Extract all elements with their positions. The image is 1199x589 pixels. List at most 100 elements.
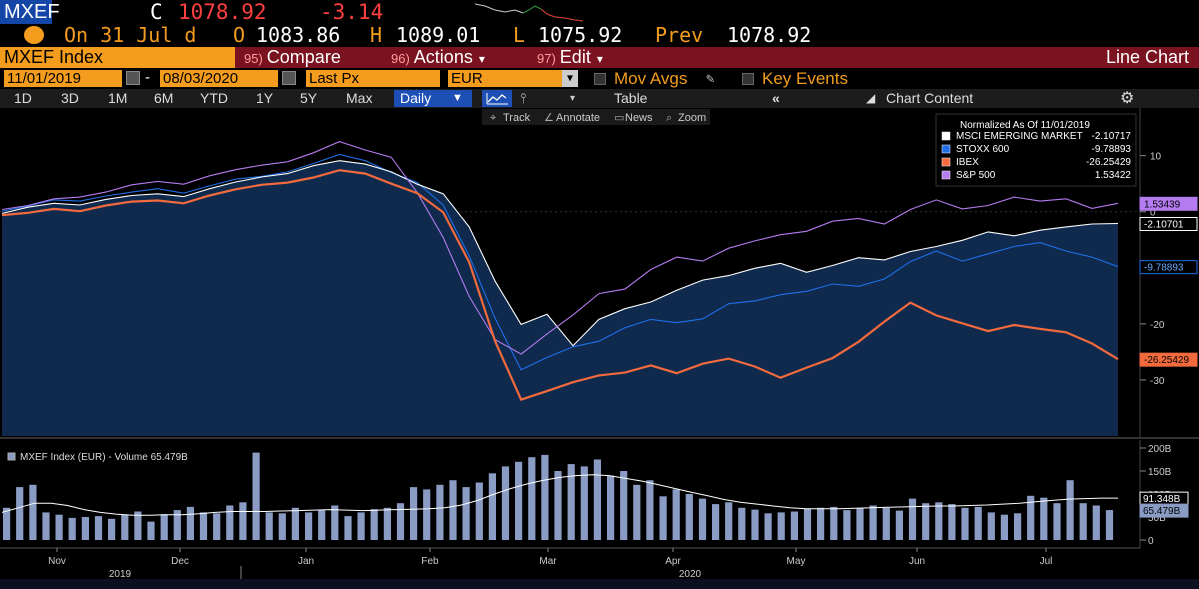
ohlc-row: On 31 Jul d O 1083.86 H 1089.01 L 1075.9… (0, 24, 1199, 46)
volume-bar (1014, 513, 1022, 540)
series-line-stoxx-600 (1, 153, 1119, 371)
volume-bar (672, 489, 680, 540)
actions-button[interactable]: 96) Actions ▾ (387, 47, 527, 68)
start-date-field[interactable]: 11/01/2019 (4, 70, 122, 87)
volume-bar (1066, 480, 1074, 540)
field-selector[interactable]: Last Px (306, 70, 440, 87)
volume-bar (3, 507, 11, 540)
volume-end-label-value: 65.479B (1143, 506, 1181, 517)
chart-scrollbar[interactable] (0, 579, 1199, 589)
chart-type-dropdown-icon[interactable]: ▾ (570, 93, 576, 104)
legend-swatch (941, 144, 951, 154)
volume-bar (501, 466, 510, 540)
x-tick-label: Feb (421, 556, 439, 567)
table-button[interactable]: Table (614, 90, 648, 106)
volume-bar (383, 507, 391, 540)
volume-bar (843, 510, 851, 540)
line-chart-icon[interactable] (482, 90, 512, 107)
volume-bar (1000, 514, 1008, 540)
high-label: H (370, 23, 383, 47)
frequency-selector[interactable]: Daily ▼ (394, 90, 472, 107)
calendar-icon[interactable] (282, 71, 296, 85)
volume-bar (410, 487, 418, 540)
volume-bar (396, 503, 405, 540)
end-date-field[interactable]: 08/03/2020 (160, 70, 278, 87)
volume-end-label-box (1139, 503, 1189, 518)
range-1d[interactable]: 1D (14, 90, 32, 106)
actions-label: Actions (413, 47, 473, 67)
volume-bar (698, 498, 707, 540)
volume-bar (580, 466, 588, 540)
volume-bar (948, 504, 956, 540)
volume-bar (1105, 510, 1114, 540)
volume-bar (922, 503, 930, 540)
pencil-icon[interactable]: ✎ (706, 71, 715, 87)
close-price: 1078.92 (178, 0, 267, 24)
end-label-box (1139, 216, 1198, 231)
volume-bar (265, 512, 273, 540)
key-events-label[interactable]: Key Events (762, 69, 848, 88)
volume-bar (55, 514, 63, 540)
chart-type-label: Line Chart (1105, 47, 1189, 67)
quote-header: MXEF C 1078.92 -3.14 (0, 0, 1199, 24)
y-tick-label: -30 (1150, 376, 1165, 387)
volume-legend-label: MXEF Index (EUR) - Volume 65.479B (20, 452, 188, 463)
frequency-label: Daily (400, 90, 432, 106)
frequency-dropdown-icon: ▼ (452, 92, 463, 104)
y-tick-label: -20 (1150, 320, 1165, 331)
volume-bar (239, 502, 247, 540)
range-6m[interactable]: 6M (154, 90, 174, 106)
volume-bar (108, 518, 116, 540)
range-1m[interactable]: 1M (108, 90, 128, 106)
end-label-value: -26.25429 (1144, 355, 1189, 366)
legend-swatch (941, 170, 951, 180)
mov-avgs-checkbox[interactable] (594, 73, 606, 85)
range-bar: 1D 3D 1M 6M YTD 1Y 5Y Max Daily ▼ ⫯ ▾ Ta… (0, 89, 1199, 108)
as-of-date: On 31 Jul d (64, 23, 197, 47)
edit-button[interactable]: 97) Edit ▾ (533, 47, 643, 68)
chart-content-button[interactable]: Chart Content (886, 90, 974, 106)
range-ytd[interactable]: YTD (200, 90, 228, 106)
volume-bar (449, 480, 457, 540)
candle-chart-icon[interactable]: ⫯ (520, 90, 527, 106)
volume-bar (869, 505, 877, 540)
volume-bar (607, 475, 615, 540)
calendar-icon[interactable] (126, 71, 140, 85)
news-button[interactable]: News (625, 112, 653, 124)
low-label: L (513, 23, 526, 47)
compare-button[interactable]: 95) Compare (240, 47, 382, 68)
currency-selector[interactable]: EUR (448, 70, 562, 87)
series-end-labels: -2.10701 -9.78893 -26.25429 1.53439 (1139, 196, 1198, 367)
collapse-icon[interactable]: « (772, 90, 780, 106)
sparkline (475, 3, 584, 22)
function-bar: MXEF Index 95) Compare 96) Actions ▾ 97) Edi… (0, 47, 1199, 68)
chart-panel[interactable]: 100-10-20-30 -2.10701-9.78893-26.254291.… (0, 108, 1199, 589)
volume-bar (554, 471, 562, 540)
legend-series-name: S&P 500 (956, 170, 996, 181)
settings-gear-icon[interactable]: ⚙ (1120, 90, 1135, 107)
x-tick-label: May (787, 556, 806, 567)
annotate-button[interactable]: Annotate (556, 112, 600, 124)
range-5y[interactable]: 5Y (300, 90, 318, 106)
volume-bar (436, 484, 444, 540)
volume-end-label-value: 91.348B (1143, 494, 1181, 505)
track-button[interactable]: Track (503, 112, 531, 124)
volume-bar (423, 489, 431, 540)
range-1y[interactable]: 1Y (256, 90, 274, 106)
volume-bar (987, 512, 995, 540)
volume-bar (620, 471, 628, 540)
volume-bar (318, 510, 326, 540)
range-3d[interactable]: 3D (61, 90, 79, 106)
low-value: 1075.92 (538, 23, 623, 47)
key-events-checkbox[interactable] (742, 73, 754, 85)
zoom-button[interactable]: Zoom (678, 112, 706, 124)
security-field[interactable]: MXEF Index (0, 47, 235, 68)
price-series (1, 141, 1119, 401)
volume-bar (751, 509, 759, 540)
mov-avgs-label[interactable]: Mov Avgs (614, 69, 688, 88)
clock-icon[interactable] (24, 26, 44, 44)
x-tick-label: Nov (48, 556, 66, 567)
currency-dropdown-icon[interactable]: ▼ (562, 70, 578, 87)
range-max[interactable]: Max (346, 90, 373, 106)
volume-bar (1027, 495, 1035, 540)
